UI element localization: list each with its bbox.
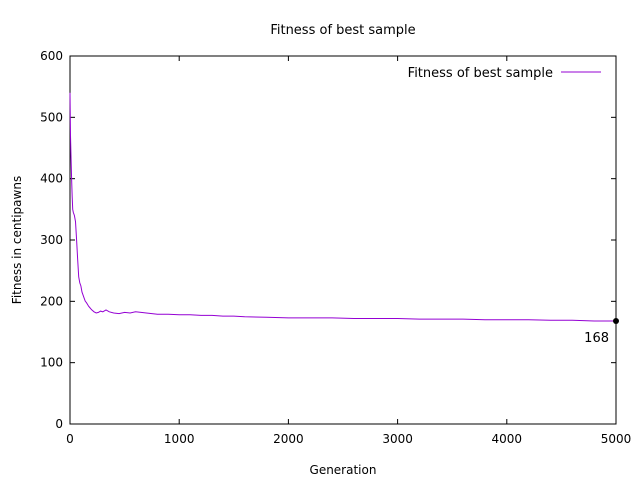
y-tick-label: 200 [40,294,63,308]
x-tick-label: 1000 [164,432,195,446]
x-tick-label: 4000 [492,432,523,446]
x-axis-label: Generation [310,463,377,477]
x-tick-label: 5000 [601,432,632,446]
chart-title: Fitness of best sample [270,23,415,38]
x-tick-label: 3000 [382,432,413,446]
legend-label: Fitness of best sample [408,66,553,81]
y-tick-label: 500 [40,110,63,124]
y-tick-label: 100 [40,356,63,370]
axis-ticks [69,55,617,425]
y-axis-label: Fitness in centipawns [10,176,24,304]
plot-frame [69,55,617,425]
series-line-fitness [69,92,616,322]
x-tick-label: 0 [66,432,74,446]
legend: Fitness of best sample [408,66,601,81]
y-tick-label: 400 [40,172,63,186]
axis-tick-labels: 0 1000 2000 3000 4000 5000 0 100 200 300 400 500 600 [40,49,631,446]
y-tick-label: 300 [40,233,63,247]
y-tick-label: 0 [55,417,63,431]
x-tick-label: 2000 [273,432,304,446]
final-value-label: 168 [584,331,609,346]
y-tick-label: 600 [40,49,63,63]
final-value-point [613,317,619,324]
